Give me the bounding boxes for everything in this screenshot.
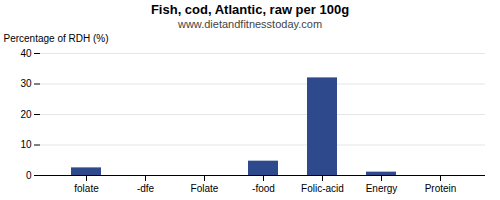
svg-text:folate: folate [74, 183, 99, 194]
svg-text:30: 30 [20, 78, 32, 89]
svg-text:-food: -food [252, 183, 275, 194]
html-text:www.dietandfitnesstoday.com: www.dietandfitnesstoday.com [178, 18, 322, 30]
svg-text:0: 0 [26, 170, 32, 181]
svg-text:10: 10 [20, 139, 32, 150]
svg-text:Protein: Protein [425, 183, 457, 194]
svg-text:-dfe: -dfe [137, 183, 155, 194]
svg-text:Percentage of RDH (%): Percentage of RDH (%) [4, 33, 109, 44]
svg-text:20: 20 [20, 109, 32, 120]
svg-text:Folic-acid: Folic-acid [301, 183, 344, 194]
svg-text:40: 40 [20, 48, 32, 59]
html-text:Fish, cod, Atlantic, raw per 1: Fish, cod, Atlantic, raw per 100g [150, 2, 350, 17]
svg-text:Energy: Energy [366, 183, 398, 194]
svg-text:Folate: Folate [191, 183, 219, 194]
